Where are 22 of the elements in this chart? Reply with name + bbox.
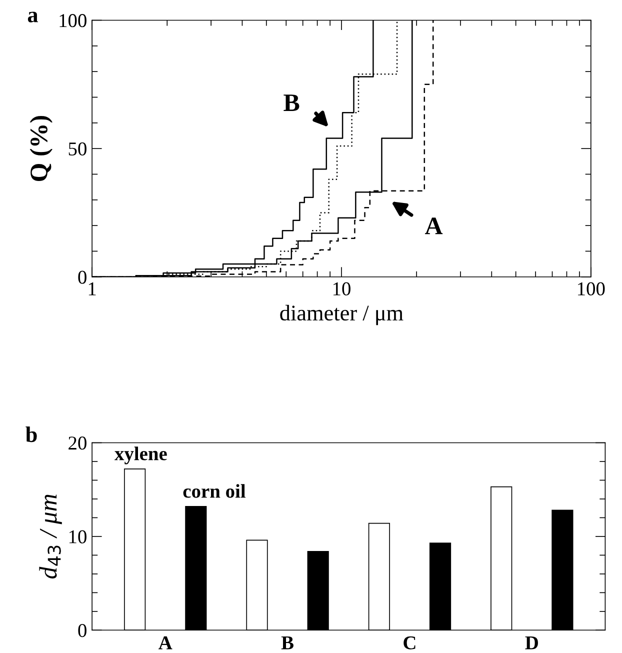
y-tick-label: 100: [60, 14, 86, 28]
x-tick-label: 100: [578, 282, 605, 296]
series-label: xylene: [114, 446, 167, 464]
x-tick-label: 10: [333, 282, 350, 296]
y-tick-label: 50: [68, 142, 86, 156]
annotation: B: [284, 94, 300, 112]
y-tick-label: 0: [78, 270, 86, 284]
y-tick-label: 0: [78, 624, 86, 638]
chart-title: a: [28, 12, 38, 22]
x-tick-label: C: [404, 636, 416, 650]
y-tick-label: 10: [69, 530, 86, 544]
chart-title: b: [26, 426, 37, 442]
y-axis-title: d$_{43}$ / μm: [39, 494, 62, 579]
x-tick-label: A: [158, 636, 172, 650]
x-tick-label: B: [281, 636, 294, 650]
y-axis-title: Q (%): [30, 116, 52, 182]
x-axis-title: diameter / μm: [280, 304, 404, 326]
series-label: corn oil: [183, 484, 246, 498]
x-tick-label: D: [525, 636, 538, 650]
y-tick-label: 20: [68, 436, 86, 450]
x-tick-label: 1: [88, 282, 96, 296]
annotation: A: [424, 218, 443, 234]
